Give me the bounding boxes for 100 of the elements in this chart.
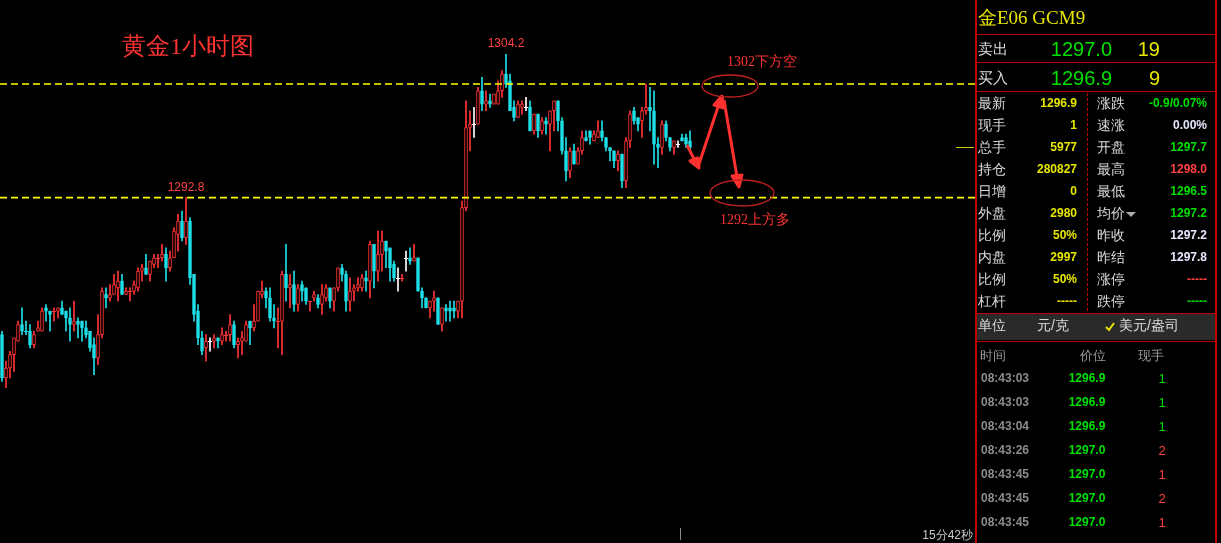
candlestick <box>28 324 32 349</box>
text: 杠杆 <box>978 293 1006 309</box>
candlestick <box>520 100 524 115</box>
candlestick <box>5 360 7 388</box>
candlestick <box>272 304 276 329</box>
candlestick <box>264 287 268 309</box>
candlestick <box>96 314 100 365</box>
candlestick <box>64 310 68 332</box>
text: 外盘 <box>978 205 1006 221</box>
candlestick <box>528 100 532 132</box>
candlestick <box>120 274 124 295</box>
text: 最低 <box>1097 183 1125 199</box>
candlestick <box>629 110 631 148</box>
candlestick <box>604 137 608 152</box>
candlestick <box>164 247 168 282</box>
candlestick <box>644 83 648 115</box>
candlestick <box>429 300 431 319</box>
candlestick <box>412 244 416 262</box>
candlestick <box>384 240 388 269</box>
candlestick <box>497 80 499 105</box>
candlestick <box>569 147 571 178</box>
text: 15分42秒 <box>922 528 973 543</box>
candlestick <box>408 247 412 265</box>
candlestick <box>625 137 627 188</box>
candlestick <box>536 113 540 138</box>
candlestick <box>104 287 108 309</box>
candlestick <box>349 277 351 312</box>
text: 1298.0 <box>1170 162 1207 176</box>
candlestick <box>325 284 327 302</box>
candlestick <box>307 300 313 312</box>
text: 价位 <box>1080 348 1106 363</box>
text: 50% <box>1052 228 1077 242</box>
candlestick <box>296 284 300 312</box>
candlestick <box>493 93 495 105</box>
text: 均价 <box>1097 205 1125 221</box>
candlestick <box>12 337 16 372</box>
candlestick <box>108 284 112 302</box>
text: 19 <box>1137 38 1160 60</box>
candlestick <box>617 150 619 172</box>
candlestick <box>168 250 172 272</box>
text: 涨跌 <box>1097 95 1125 111</box>
text: 时间 <box>980 348 1006 363</box>
text: 2980 <box>1050 206 1077 220</box>
candlestick <box>344 270 348 312</box>
candlestick <box>620 153 624 188</box>
candlestick <box>632 107 636 125</box>
candlestick <box>253 304 255 332</box>
candlestick <box>364 270 368 292</box>
candlestick <box>541 117 543 135</box>
candlestick <box>112 274 116 295</box>
text: 1 <box>1158 419 1166 434</box>
text: 日增 <box>978 183 1006 199</box>
text: 1297.8 <box>1170 250 1207 264</box>
candlestick <box>399 274 405 282</box>
candlestick <box>544 117 548 135</box>
candlestick <box>684 133 688 148</box>
candlestick <box>284 244 288 302</box>
candlestick <box>680 133 684 142</box>
candlestick <box>452 300 456 319</box>
text: 9 <box>1148 67 1160 89</box>
candlestick <box>612 150 616 168</box>
candlestick <box>552 100 556 132</box>
text: 08:43:03 <box>981 395 1030 409</box>
text: 1297.0 <box>1068 515 1106 529</box>
candlestick <box>580 130 584 155</box>
candlestick <box>316 294 320 309</box>
text: 1297.0 <box>1068 491 1106 505</box>
candlestick <box>180 210 184 242</box>
text: 现手 <box>978 117 1006 133</box>
candlestick <box>432 290 436 312</box>
text: 08:43:03 <box>981 371 1030 385</box>
candlestick <box>152 254 156 269</box>
text: 买入 <box>978 69 1008 86</box>
candlestick <box>88 330 92 352</box>
text: -0.9/0.07% <box>1148 96 1207 110</box>
candlestick <box>72 300 76 332</box>
text: 涨停 <box>1097 271 1125 287</box>
candlestick <box>232 320 236 349</box>
text: 2 <box>1158 491 1166 506</box>
text: 0 <box>1070 184 1077 198</box>
candlestick <box>584 130 588 142</box>
candlestick <box>556 100 560 132</box>
text: 1297.0 <box>1068 443 1106 457</box>
annotation: 1292.8 <box>167 179 205 194</box>
candlestick <box>0 330 4 382</box>
candlestick <box>275 307 281 349</box>
candlestick <box>200 330 204 355</box>
candlestick <box>280 270 284 355</box>
candlestick <box>36 320 40 332</box>
text: 50% <box>1052 272 1077 286</box>
text: 1297.0 <box>1050 38 1112 60</box>
candlestick <box>675 140 681 148</box>
text: 昨收 <box>1097 227 1125 243</box>
text: 开盘 <box>1097 139 1125 155</box>
text: 08:43:45 <box>981 515 1030 529</box>
candlestick <box>32 330 36 349</box>
candlestick <box>656 137 660 168</box>
candlestick <box>172 227 176 259</box>
text: 08:43:45 <box>981 467 1030 481</box>
candlestick <box>517 100 519 118</box>
